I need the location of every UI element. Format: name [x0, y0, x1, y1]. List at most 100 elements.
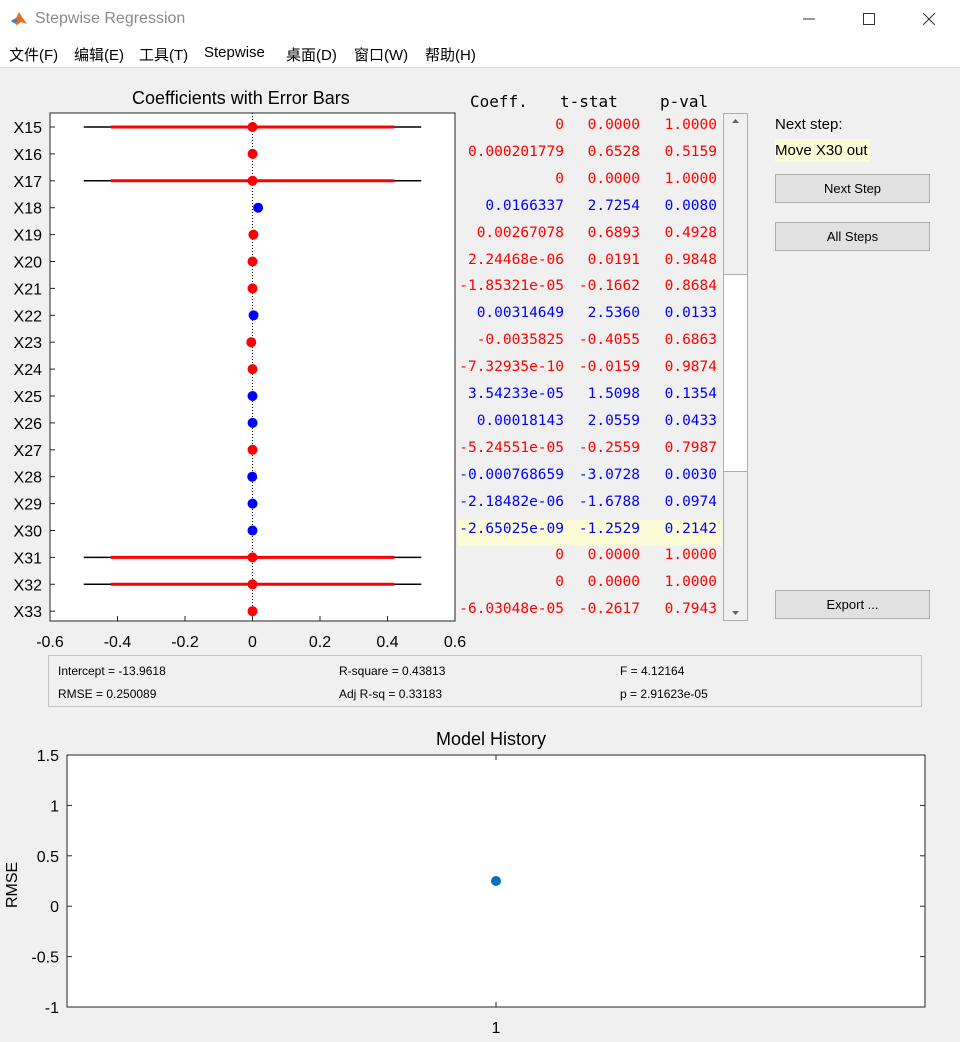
- menu-stepwise[interactable]: Stepwise: [204, 44, 265, 61]
- scroll-up-icon[interactable]: [724, 114, 747, 128]
- cell-coeff[interactable]: 3.54233e-05: [467, 386, 564, 402]
- cell-p[interactable]: 0.2142: [664, 520, 717, 537]
- cell-t[interactable]: -0.2559: [578, 439, 640, 456]
- cell-p[interactable]: 0.6863: [664, 332, 717, 349]
- x-tick-label: 0.2: [309, 634, 331, 651]
- scroll-thumb[interactable]: [724, 274, 747, 472]
- coef-plot-title: Coefficients with Error Bars: [132, 88, 350, 108]
- cell-p[interactable]: 1.0000: [664, 574, 717, 591]
- export-button[interactable]: Export ...: [775, 590, 930, 619]
- y-tick-label: 1.5: [37, 748, 59, 765]
- close-icon: [923, 13, 935, 25]
- maximize-button[interactable]: [840, 0, 898, 38]
- cell-p[interactable]: 0.9874: [664, 359, 717, 376]
- cell-t[interactable]: 0.0000: [587, 117, 640, 133]
- matlab-icon: [10, 9, 28, 27]
- y-tick-label: 1: [50, 798, 59, 815]
- y-tick-label: X23: [14, 335, 43, 352]
- scroll-down-icon[interactable]: [724, 606, 747, 620]
- menu-edit[interactable]: 编辑(E): [74, 47, 124, 64]
- cell-p[interactable]: 0.0030: [664, 466, 717, 483]
- next-step-label: Next step:: [775, 116, 843, 133]
- cell-coeff[interactable]: 0: [555, 117, 564, 133]
- menu-help[interactable]: 帮助(H): [425, 47, 476, 64]
- cell-coeff[interactable]: 0.000201779: [467, 143, 564, 160]
- cell-p[interactable]: 0.8684: [664, 278, 717, 295]
- cell-t[interactable]: -0.4055: [578, 332, 640, 349]
- menu-desktop[interactable]: 桌面(D): [286, 47, 337, 64]
- menu-bar: 文件(F) 编辑(E) 工具(T) Stepwise 桌面(D) 窗口(W) 帮…: [0, 38, 960, 68]
- y-tick-label: X26: [14, 416, 43, 433]
- cell-p[interactable]: 0.0433: [664, 412, 717, 429]
- cell-coeff[interactable]: 0.0166337: [485, 197, 564, 214]
- y-tick-label: X29: [14, 497, 43, 514]
- x-tick-label: 0: [248, 634, 257, 651]
- cell-t[interactable]: -1.6788: [578, 493, 640, 510]
- cell-coeff[interactable]: -6.03048e-05: [459, 601, 564, 618]
- cell-p[interactable]: 0.0974: [664, 493, 717, 510]
- next-step-value: Move X30 out: [775, 139, 870, 162]
- coef-point: [247, 525, 258, 536]
- cell-p[interactable]: 0.7943: [664, 601, 717, 618]
- cell-t[interactable]: 0.0000: [587, 574, 640, 591]
- cell-p[interactable]: 0.4928: [664, 224, 717, 241]
- next-step-button[interactable]: Next Step: [775, 174, 930, 203]
- cell-p[interactable]: 1.0000: [664, 547, 717, 564]
- menu-file[interactable]: 文件(F): [9, 47, 59, 64]
- y-tick-label: X25: [14, 389, 43, 406]
- cell-t[interactable]: 0.0000: [587, 547, 640, 564]
- cell-t[interactable]: 0.6528: [587, 143, 640, 160]
- cell-p[interactable]: 0.0080: [664, 197, 717, 214]
- cell-t[interactable]: 2.5360: [587, 305, 640, 322]
- cell-coeff[interactable]: -2.18482e-06: [459, 493, 564, 510]
- cell-p[interactable]: 0.0133: [664, 305, 717, 322]
- cell-coeff[interactable]: 2.24468e-06: [467, 251, 564, 268]
- coef-point: [247, 579, 258, 590]
- cell-coeff[interactable]: 0.00314649: [476, 305, 564, 322]
- cell-coeff[interactable]: -5.24551e-05: [459, 439, 564, 456]
- coef-point: [247, 364, 258, 375]
- cell-coeff[interactable]: -0.000768659: [459, 466, 564, 483]
- minimize-button[interactable]: [780, 0, 838, 38]
- coef-point: [248, 310, 259, 321]
- cell-coeff[interactable]: 0.00018143: [476, 412, 564, 429]
- cell-coeff[interactable]: -2.65025e-09: [459, 520, 564, 537]
- cell-t[interactable]: -0.2617: [578, 601, 640, 618]
- cell-t[interactable]: 0.6893: [587, 224, 640, 241]
- cell-p[interactable]: 1.0000: [664, 170, 717, 187]
- cell-t[interactable]: 0.0191: [587, 251, 640, 268]
- y-tick-label: -1: [45, 1000, 59, 1017]
- cell-p[interactable]: 0.5159: [664, 143, 717, 160]
- cell-coeff[interactable]: 0: [555, 547, 564, 564]
- cell-t[interactable]: 2.7254: [587, 197, 640, 214]
- coef-point: [247, 148, 258, 159]
- menu-window[interactable]: 窗口(W): [354, 47, 409, 64]
- cell-coeff[interactable]: -1.85321e-05: [459, 278, 564, 295]
- y-tick-label: -0.5: [31, 950, 59, 967]
- cell-coeff[interactable]: 0.00267078: [476, 224, 564, 241]
- coef-point: [247, 444, 258, 455]
- cell-t[interactable]: -1.2529: [578, 520, 640, 537]
- model-stats: Intercept = -13.9618 R-square = 0.43813 …: [48, 655, 922, 707]
- cell-p[interactable]: 1.0000: [664, 117, 717, 133]
- table-scrollbar[interactable]: [723, 113, 748, 621]
- close-button[interactable]: [900, 0, 958, 38]
- cell-p[interactable]: 0.1354: [664, 386, 717, 402]
- y-tick-label: X33: [14, 604, 43, 621]
- cell-t[interactable]: 1.5098: [587, 386, 640, 402]
- cell-t[interactable]: 0.0000: [587, 170, 640, 187]
- cell-coeff[interactable]: -0.0035825: [476, 332, 564, 349]
- cell-coeff[interactable]: -7.32935e-10: [459, 359, 564, 376]
- menu-tools[interactable]: 工具(T): [139, 47, 189, 64]
- all-steps-button[interactable]: All Steps: [775, 222, 930, 251]
- cell-coeff[interactable]: 0: [555, 170, 564, 187]
- cell-coeff[interactable]: 0: [555, 574, 564, 591]
- cell-p[interactable]: 0.7987: [664, 439, 717, 456]
- cell-p[interactable]: 0.9848: [664, 251, 717, 268]
- cell-t[interactable]: -3.0728: [578, 466, 640, 483]
- cell-t[interactable]: 2.0559: [587, 412, 640, 429]
- x-tick-label: 0.6: [444, 634, 466, 651]
- cell-t[interactable]: -0.0159: [578, 359, 640, 376]
- y-tick-label: X24: [14, 362, 43, 379]
- cell-t[interactable]: -0.1662: [578, 278, 640, 295]
